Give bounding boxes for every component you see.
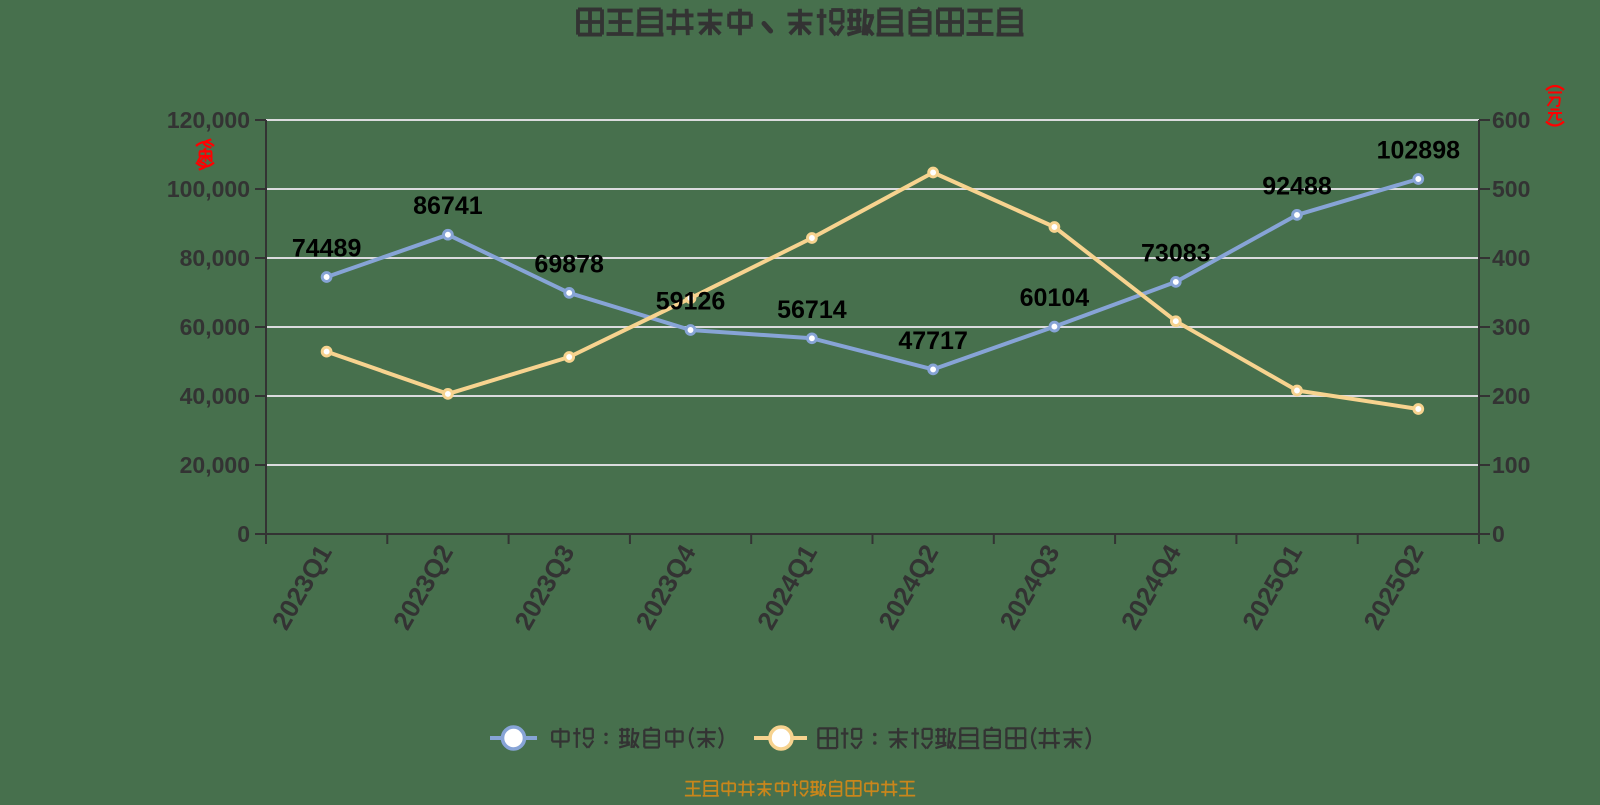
svg-text:47717: 47717 (898, 327, 968, 355)
svg-text:40,000: 40,000 (180, 383, 250, 409)
svg-text:60104: 60104 (1020, 284, 1090, 312)
svg-text:92488: 92488 (1262, 172, 1332, 200)
svg-text:80,000: 80,000 (180, 245, 250, 271)
svg-text:56714: 56714 (777, 296, 847, 324)
svg-text:120,000: 120,000 (167, 107, 250, 133)
svg-text:500: 500 (1492, 176, 1530, 202)
svg-text:100: 100 (1492, 452, 1530, 478)
svg-text:300: 300 (1492, 314, 1530, 340)
svg-text:400: 400 (1492, 245, 1530, 271)
svg-text:73083: 73083 (1141, 239, 1211, 267)
svg-text:100,000: 100,000 (167, 176, 250, 202)
svg-text:74489: 74489 (292, 235, 362, 263)
svg-text:59126: 59126 (656, 288, 726, 316)
svg-text:20,000: 20,000 (180, 452, 250, 478)
svg-text:0: 0 (1492, 521, 1505, 547)
svg-text:69878: 69878 (534, 250, 604, 278)
svg-text:600: 600 (1492, 107, 1530, 133)
svg-text:0: 0 (237, 521, 250, 547)
svg-text:102898: 102898 (1377, 137, 1461, 165)
svg-text:60,000: 60,000 (180, 314, 250, 340)
svg-text:200: 200 (1492, 383, 1530, 409)
svg-text:86741: 86741 (413, 192, 483, 220)
